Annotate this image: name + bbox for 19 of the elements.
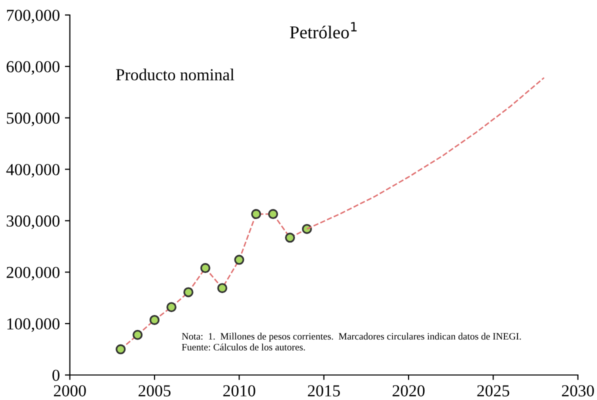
y-tick-label: 700,000 <box>7 10 60 24</box>
y-tick-label: 400,000 <box>6 164 60 178</box>
x-tick-label: 2000 <box>54 385 86 396</box>
x-tick-label: 2005 <box>138 385 171 396</box>
chart-title: Petróleo$^{1}$ <box>290 22 357 38</box>
x-tick-label: 2025 <box>477 385 510 396</box>
annotation: Nota: 1. Millones de pesos corrientes. Marcadores circulares indican datos de INEGI. <box>182 332 521 342</box>
y-tick-label: 0 <box>52 370 60 381</box>
x-tick-label: 2010 <box>223 385 256 396</box>
y-tick-label: 500,000 <box>6 112 60 126</box>
x-tick-label: 2015 <box>308 385 340 396</box>
y-tick-label: 600,000 <box>6 61 60 75</box>
y-tick-label: 200,000 <box>6 266 60 280</box>
annotation: Producto nominal <box>116 68 234 80</box>
x-tick-label: 2020 <box>392 385 425 396</box>
annotation: Fuente: Cálculos de los autores. <box>182 344 305 350</box>
x-tick-label: 2030 <box>562 385 594 396</box>
y-tick-label: 100,000 <box>7 318 60 332</box>
y-tick-label: 300,000 <box>6 215 60 230</box>
